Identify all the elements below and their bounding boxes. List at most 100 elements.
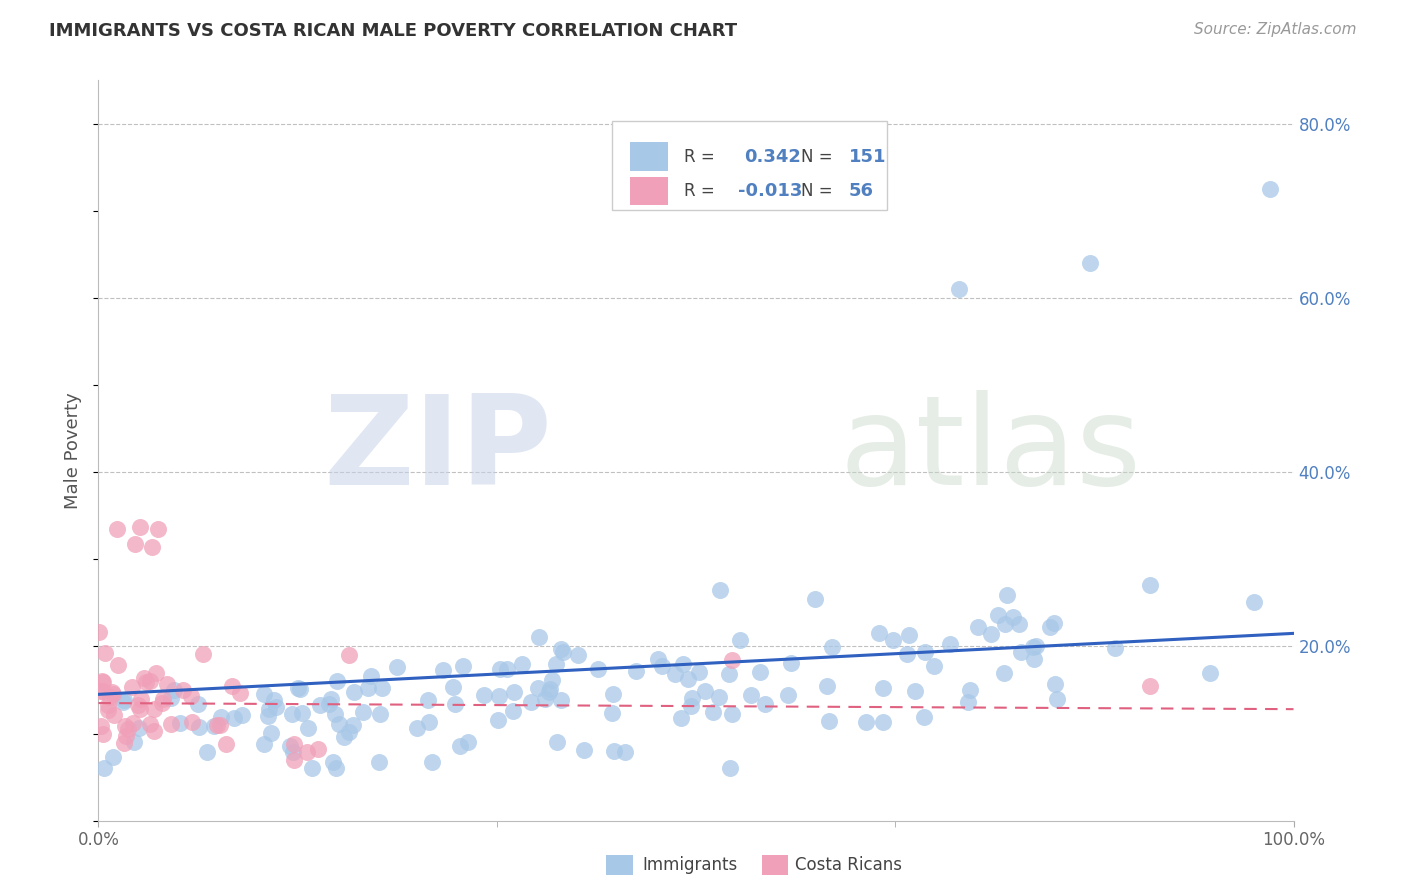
Point [283,745,305,759]
Point [488,689,510,703]
Point [297,722,319,736]
Point [128,520,150,534]
Bar [606,855,633,875]
Point [325,761,347,775]
Point [405,721,427,735]
Text: Source: ZipAtlas.com: Source: ZipAtlas.com [1194,22,1357,37]
Point [339,648,361,662]
Point [107,658,129,673]
Point [257,708,280,723]
Point [101,749,124,764]
Point [127,698,149,712]
Point [90,683,112,698]
Point [1199,665,1222,680]
Point [87,624,110,639]
Point [489,661,512,675]
Point [145,665,167,680]
Point [370,681,392,695]
Point [231,708,253,723]
Point [283,753,305,767]
Point [287,681,309,695]
Point [342,718,364,732]
Point [98,690,121,705]
Point [432,663,454,677]
Point [150,696,173,710]
Point [821,640,844,654]
Point [1039,620,1062,634]
Text: IMMIGRANTS VS COSTA RICAN MALE POVERTY CORRELATION CHART: IMMIGRANTS VS COSTA RICAN MALE POVERTY C… [49,22,737,40]
Point [328,717,350,731]
Point [804,591,827,606]
Point [748,665,770,680]
Point [263,693,285,707]
Point [163,683,186,698]
Point [322,755,344,769]
Point [1243,595,1265,609]
Point [754,697,776,711]
Point [664,667,686,681]
Point [124,537,146,551]
Point [995,588,1018,602]
Point [224,711,246,725]
Text: -0.013: -0.013 [738,182,803,201]
Point [301,761,323,775]
Point [146,522,169,536]
Point [780,656,803,670]
Point [572,743,595,757]
Point [586,662,609,676]
Point [172,683,194,698]
Point [614,745,637,759]
Point [191,648,214,662]
Point [139,674,162,689]
Point [360,669,382,683]
Point [721,652,744,666]
Point [91,675,114,690]
Point [207,718,229,732]
Point [117,722,139,736]
Point [209,709,232,723]
Point [1043,677,1066,691]
Text: R =: R = [685,147,720,166]
Point [418,715,440,730]
Point [496,662,519,676]
Text: ZIP: ZIP [323,390,553,511]
Point [112,696,135,710]
Point [343,685,366,699]
Point [503,685,526,699]
Point [278,739,301,753]
Point [357,681,380,695]
Point [453,659,475,673]
Point [603,744,626,758]
Point [707,690,730,704]
Point [160,690,183,705]
Point [534,692,557,706]
Point [416,692,439,706]
Point [994,617,1017,632]
Text: N =: N = [801,182,838,201]
Point [688,665,710,680]
Text: N =: N = [801,147,838,166]
Text: 151: 151 [849,147,886,166]
Point [121,715,143,730]
Point [323,707,346,722]
Bar [762,855,787,875]
Bar [630,143,668,170]
Point [540,673,562,687]
Point [105,522,128,536]
Point [332,731,354,745]
Point [550,641,572,656]
Point [1046,692,1069,706]
Point [444,697,467,711]
Point [202,719,225,733]
Point [259,725,281,739]
Point [538,682,561,697]
Point [319,691,342,706]
Point [156,677,179,691]
Point [297,745,319,759]
Text: atlas: atlas [839,390,1142,511]
Point [457,735,479,749]
Point [510,657,533,672]
Point [318,698,340,712]
Point [290,706,312,720]
Point [121,680,143,694]
